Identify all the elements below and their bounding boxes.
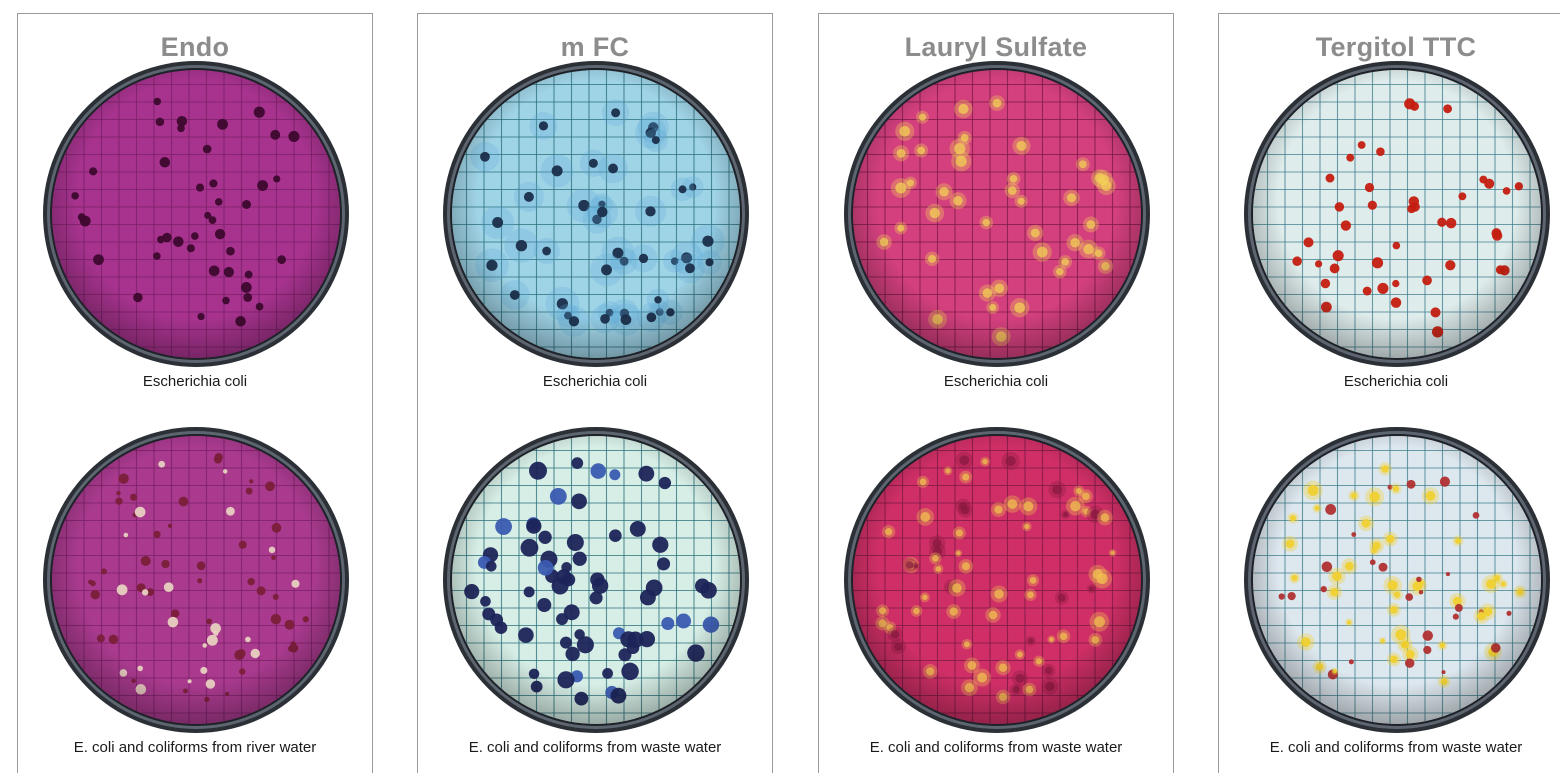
dish-caption-top: Escherichia coli [542, 373, 648, 390]
dish-caption-top: Escherichia coli [142, 373, 248, 390]
panel-endo: Endo Escherichia coli E. coli and colifo… [17, 13, 373, 773]
petri-dish-top [441, 59, 751, 369]
petri-dish-bottom [441, 425, 751, 735]
petri-dish-top [41, 59, 351, 369]
petri-dish-top [1242, 59, 1552, 369]
panel-title: Endo [160, 32, 230, 62]
dish-caption-top: Escherichia coli [943, 373, 1049, 390]
dish-caption-bottom: E. coli and coliforms from waste water [1269, 739, 1523, 756]
petri-dish-top [842, 59, 1152, 369]
panel-title: Tergitol TTC [1315, 32, 1477, 62]
panel-title: m FC [560, 32, 630, 62]
panel-tergitol-ttc: Tergitol TTC Escherichia coli E. coli an… [1218, 13, 1560, 773]
dish-caption-bottom: E. coli and coliforms from waste water [468, 739, 722, 756]
dish-caption-bottom: E. coli and coliforms from waste water [869, 739, 1123, 756]
panel-m-fc: m FC Escherichia coli E. coli and colifo… [417, 13, 773, 773]
petri-dish-bottom [1242, 425, 1552, 735]
dish-caption-bottom: E. coli and coliforms from river water [73, 739, 317, 756]
panel-title: Lauryl Sulfate [904, 32, 1088, 62]
petri-dish-bottom [41, 425, 351, 735]
petri-dish-bottom [842, 425, 1152, 735]
panel-lauryl-sulfate: Lauryl Sulfate Escherichia coli E. coli … [818, 13, 1174, 773]
dish-caption-top: Escherichia coli [1343, 373, 1449, 390]
